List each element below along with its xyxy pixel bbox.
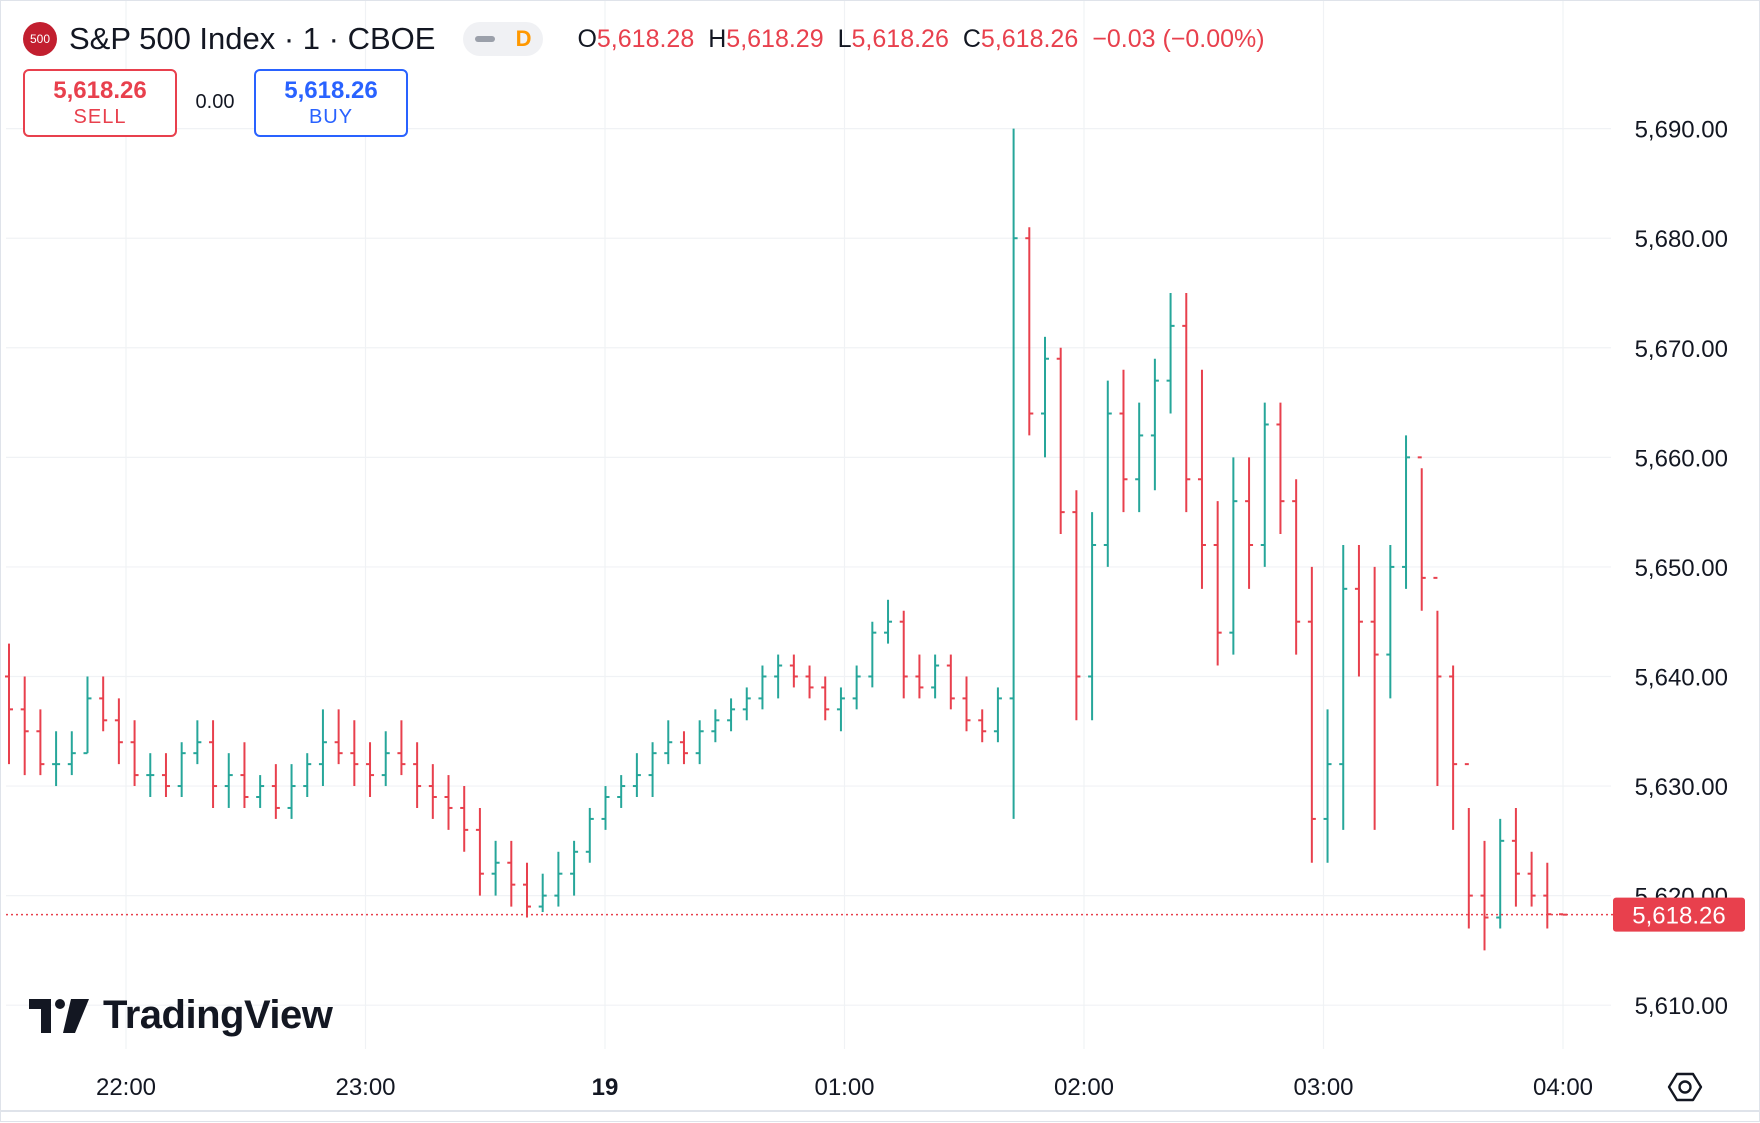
close-label: C [962,24,981,53]
y-tick-label: 5,640.00 [1635,664,1728,691]
symbol-logo-icon: 500 [23,22,57,56]
y-tick-label: 5,610.00 [1635,993,1728,1020]
symbol-title[interactable]: S&P 500 Index · 1 · CBOE [69,21,436,56]
interval-pill[interactable]: D [463,22,544,56]
last-price-tag [1613,897,1745,932]
change-value: −0.03 (−0.00%) [1092,24,1265,53]
x-tick-label: 22:00 [96,1074,156,1101]
x-tick-label: 19 [592,1074,619,1101]
y-tick-label: 5,680.00 [1635,226,1728,253]
ohlc-legend: O5,618.28 H5,618.29 L5,618.26 C5,618.26 … [577,25,1264,54]
tradingview-mark-icon [29,998,89,1033]
x-tick-label: 03:00 [1293,1074,1353,1101]
chart-header: 500 S&P 500 Index · 1 · CBOE D O5,618.28… [23,21,1265,57]
spread-value: 0.00 [195,91,235,113]
open-label: O [577,24,597,53]
y-tick-label: 5,670.00 [1635,336,1728,363]
x-tick-label: 02:00 [1054,1074,1114,1101]
y-tick-label: 5,690.00 [1635,117,1728,144]
open-value: 5,618.28 [596,24,695,53]
tradingview-logo[interactable]: TradingView [29,993,333,1038]
interval-badge: D [515,26,532,51]
low-label: L [837,24,852,53]
x-tick-label: 04:00 [1533,1074,1593,1101]
buy-price: 5,618.26 [284,77,378,104]
settings-hexagon-icon[interactable] [1667,1069,1703,1105]
collapse-dash-icon [475,36,496,42]
y-tick-label: 5,650.00 [1635,555,1728,582]
close-value: 5,618.26 [980,24,1079,53]
high-label: H [708,24,727,53]
sell-price: 5,618.26 [53,77,147,104]
sell-button[interactable]: 5,618.26 SELL [23,69,177,137]
high-value: 5,618.29 [726,24,824,53]
low-value: 5,618.26 [851,24,949,53]
y-tick-label: 5,660.00 [1635,445,1728,472]
tradingview-wordmark: TradingView [103,993,333,1037]
x-tick-label: 01:00 [814,1074,874,1101]
buy-button[interactable]: 5,618.26 BUY [254,69,408,137]
sell-label: SELL [73,106,127,128]
y-tick-label: 5,630.00 [1635,774,1728,801]
buy-label: BUY [308,106,354,128]
last-price-label: 5,618.26 [1632,903,1725,930]
x-tick-label: 23:00 [335,1074,395,1101]
